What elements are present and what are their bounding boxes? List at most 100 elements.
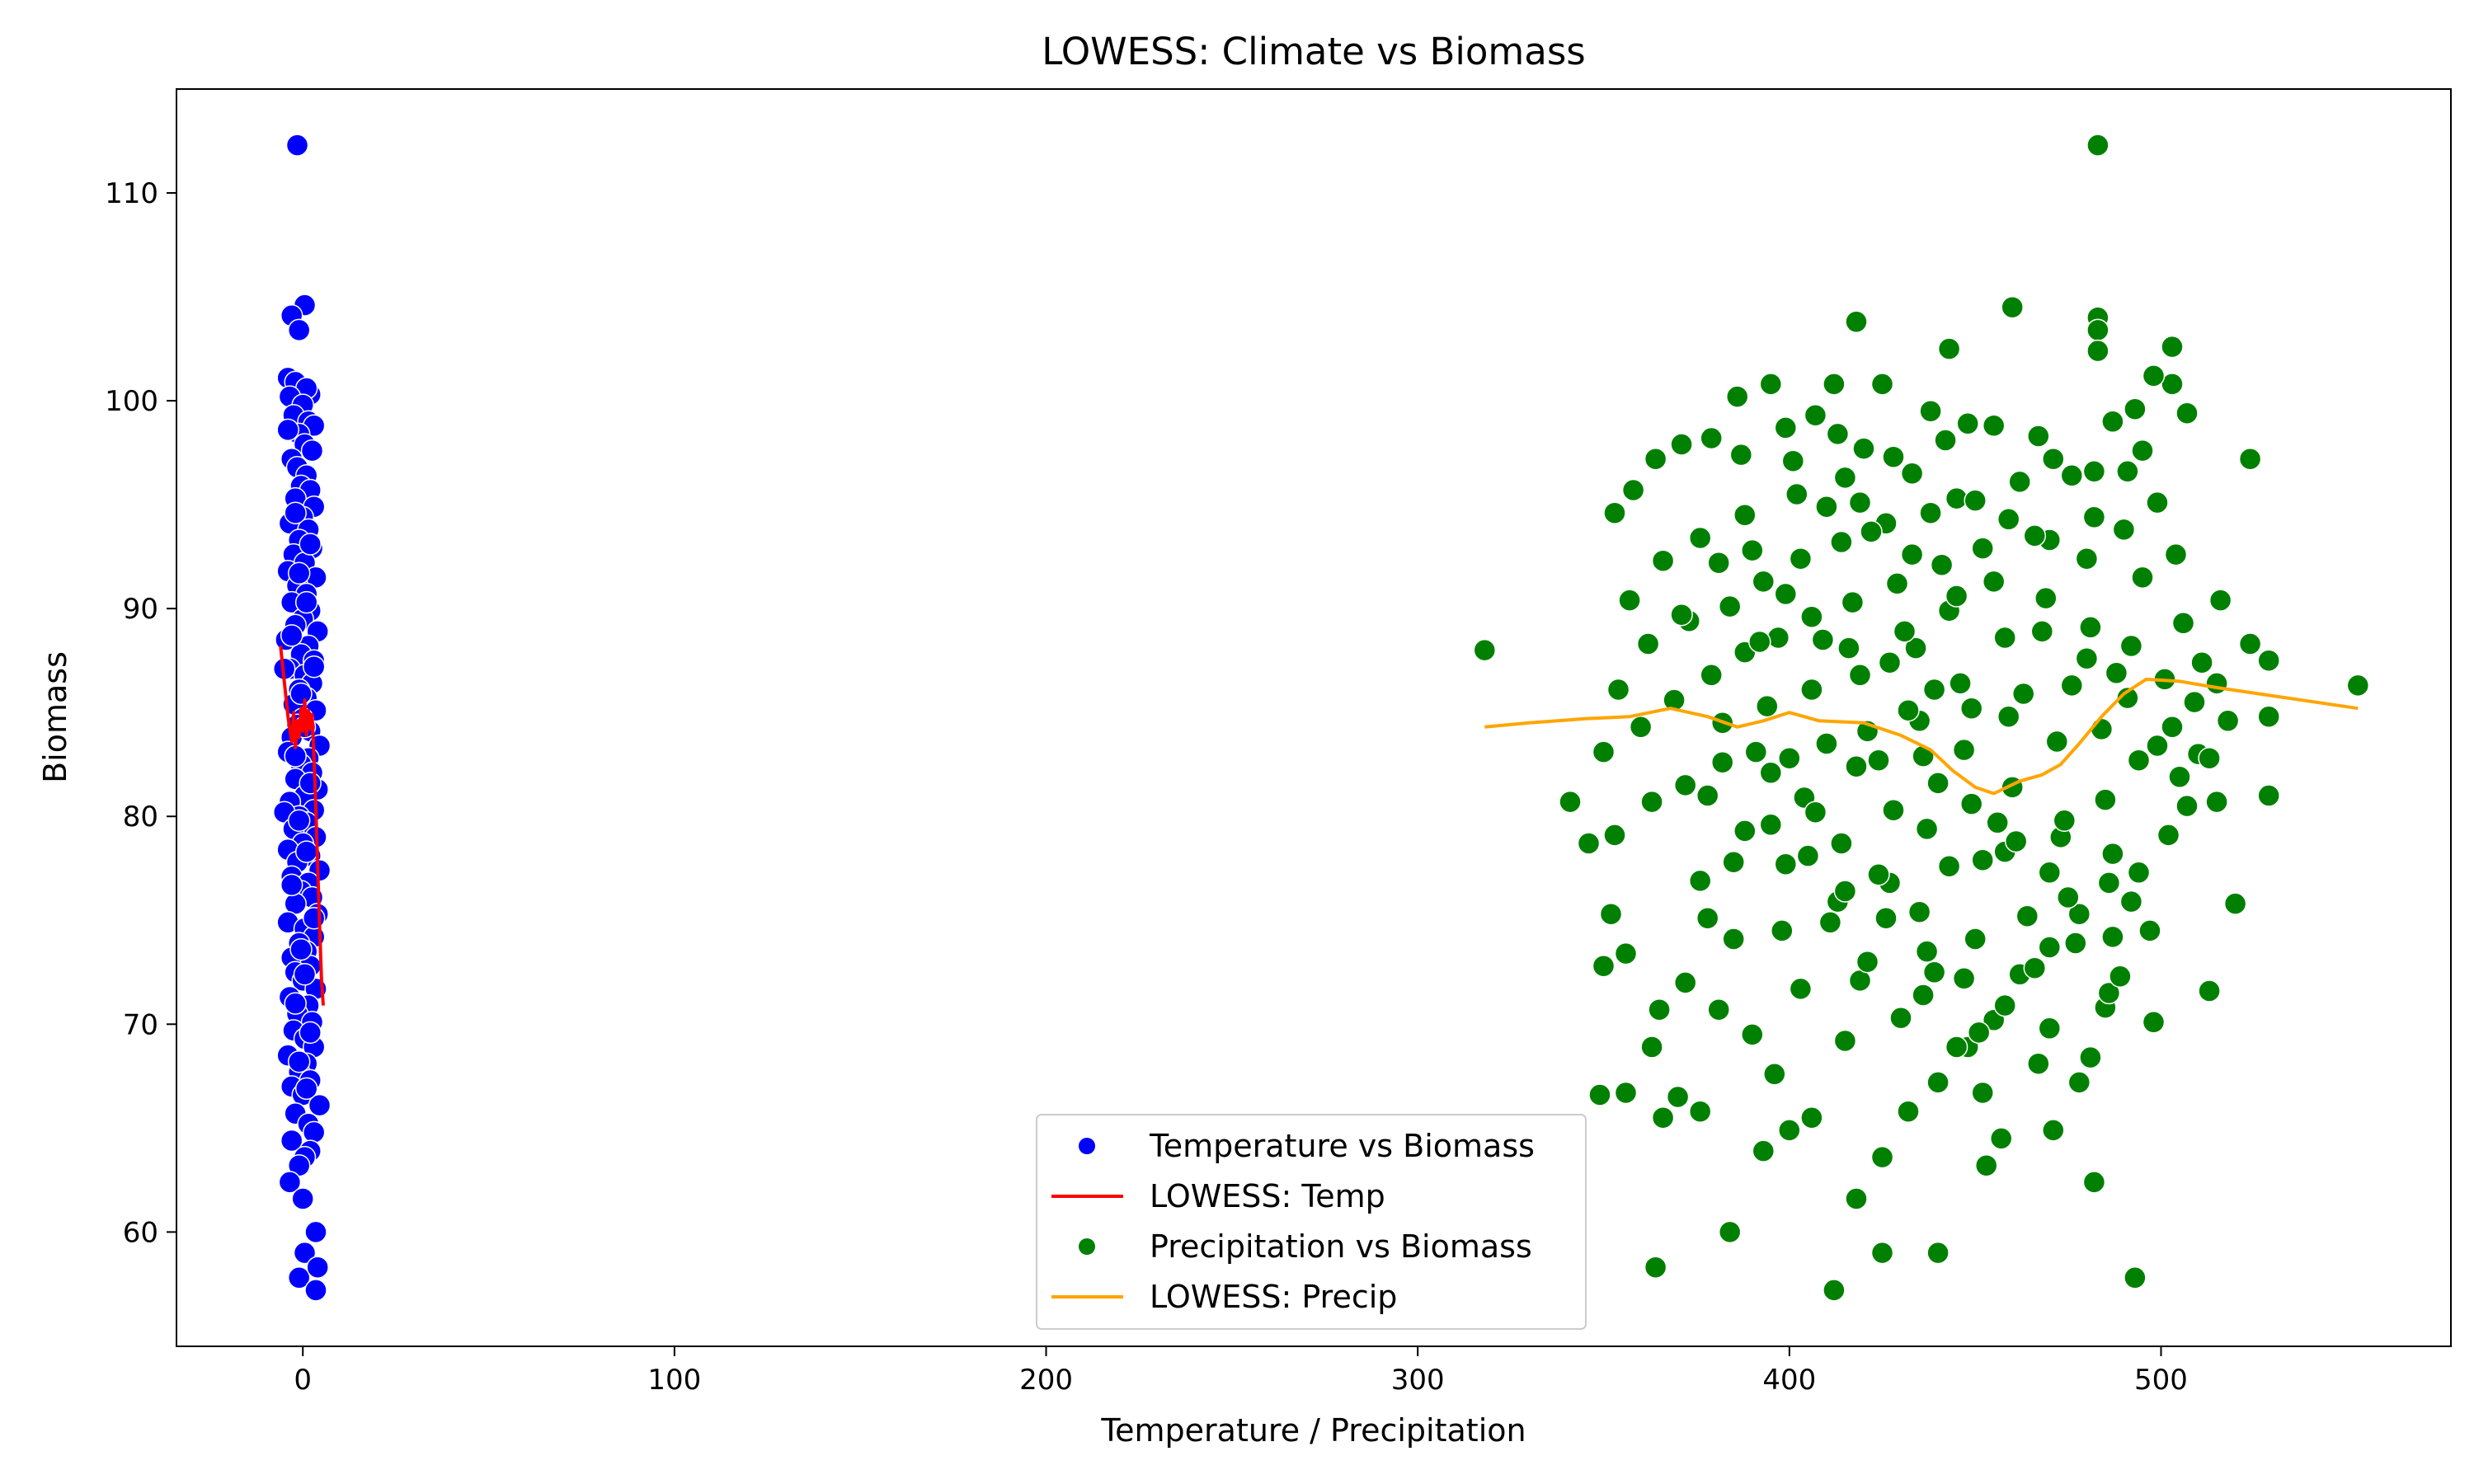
data-point-2-62 xyxy=(2097,871,2121,895)
chart-title: LOWESS: Climate vs Biomass xyxy=(1042,30,1585,73)
data-point-0-119 xyxy=(304,1279,327,1302)
data-point-2-248 xyxy=(2101,925,2124,949)
data-point-2-37 xyxy=(2060,464,2084,487)
data-point-2-153 xyxy=(1830,530,1853,554)
data-point-2-251 xyxy=(1759,813,1783,837)
data-point-2-3 xyxy=(2257,705,2280,728)
data-point-2-198 xyxy=(2038,861,2062,885)
data-point-2-195 xyxy=(1882,798,1905,822)
data-point-2-40 xyxy=(1603,501,1626,524)
data-point-2-181 xyxy=(1964,928,1987,951)
data-point-2-39 xyxy=(2112,518,2136,542)
data-point-2-81 xyxy=(2042,1119,2065,1142)
data-point-2-230 xyxy=(1707,551,1730,575)
data-point-2-258 xyxy=(2038,1017,2062,1040)
data-point-2-157 xyxy=(2008,470,2031,494)
data-point-2-95 xyxy=(1778,1119,1801,1142)
data-point-2-133 xyxy=(2105,661,2128,685)
data-point-2-113 xyxy=(1722,928,1745,951)
data-point-2-31 xyxy=(1823,373,1846,396)
data-point-0-135 xyxy=(293,963,317,986)
data-point-2-256 xyxy=(1952,967,1976,990)
x-tick-label-1: 100 xyxy=(647,1364,701,1397)
data-point-2-130 xyxy=(1959,697,1983,720)
data-point-2-202 xyxy=(1904,636,1927,660)
data-point-2-74 xyxy=(1644,1256,1667,1279)
data-point-2-114 xyxy=(1771,919,1794,942)
data-point-0-137 xyxy=(299,1021,322,1045)
data-point-2-221 xyxy=(2168,765,2191,789)
data-point-2-14 xyxy=(2175,402,2199,425)
data-point-0-131 xyxy=(294,840,318,863)
data-point-2-55 xyxy=(2171,612,2195,635)
data-point-2-155 xyxy=(1919,501,1942,524)
data-point-2-165 xyxy=(1934,429,1957,452)
data-point-2-160 xyxy=(1688,526,1712,550)
data-point-2-241 xyxy=(1826,422,1850,446)
data-point-2-60 xyxy=(2157,824,2180,847)
data-point-2-143 xyxy=(1885,572,1909,595)
data-point-2-228 xyxy=(2161,716,2184,739)
data-point-2-215 xyxy=(2109,965,2132,989)
data-point-2-57 xyxy=(2216,709,2240,733)
y-axis-label: Biomass xyxy=(37,651,73,783)
data-point-2-204 xyxy=(1993,626,2016,650)
data-point-2-147 xyxy=(1606,678,1630,702)
data-point-0-16 xyxy=(300,439,324,463)
data-point-2-25 xyxy=(2082,460,2106,483)
data-point-2-100 xyxy=(1833,1029,1857,1053)
data-point-2-64 xyxy=(2038,936,2062,959)
y-tick-label-1: 70 xyxy=(123,1008,158,1041)
x-tick-label-5: 500 xyxy=(2134,1364,2188,1397)
data-point-2-29 xyxy=(1759,373,1783,396)
data-point-2-87 xyxy=(2119,890,2143,913)
data-point-2-227 xyxy=(2116,686,2139,710)
data-point-2-23 xyxy=(2086,339,2109,363)
data-point-2-245 xyxy=(1959,792,1983,815)
data-point-2-41 xyxy=(1621,478,1645,502)
data-point-2-180 xyxy=(1907,900,1931,923)
data-point-0-108 xyxy=(302,1120,326,1144)
data-point-2-49 xyxy=(1900,462,1924,486)
data-point-2-186 xyxy=(1818,911,1842,934)
data-point-2-85 xyxy=(2079,1045,2102,1069)
data-point-0-124 xyxy=(280,624,303,647)
data-point-2-183 xyxy=(1696,784,1719,807)
data-point-2-125 xyxy=(1744,740,1768,763)
data-point-2-38 xyxy=(2082,505,2106,529)
data-point-2-237 xyxy=(1860,520,1883,543)
data-point-2-240 xyxy=(1781,449,1805,472)
data-point-0-115 xyxy=(304,1220,327,1244)
data-point-2-169 xyxy=(1811,628,1835,651)
data-point-2-188 xyxy=(1912,984,1935,1007)
data-point-2-73 xyxy=(1718,1220,1742,1244)
data-point-2-98 xyxy=(1666,1085,1690,1109)
data-point-2-167 xyxy=(1741,538,1764,562)
x-tick-label-4: 400 xyxy=(1762,1364,1816,1397)
data-point-2-61 xyxy=(2127,861,2151,885)
data-point-2-200 xyxy=(2146,734,2169,758)
data-point-2-7 xyxy=(2223,892,2247,915)
data-point-2-32 xyxy=(1870,373,1894,396)
data-point-2-54 xyxy=(2131,566,2154,589)
data-point-2-124 xyxy=(1710,750,1734,774)
data-point-2-257 xyxy=(1993,993,2016,1017)
data-point-2-56 xyxy=(2205,672,2228,695)
data-point-2-77 xyxy=(2124,1266,2147,1289)
data-point-0-118 xyxy=(306,1256,329,1279)
data-point-2-205 xyxy=(2034,586,2058,610)
data-point-2-121 xyxy=(1603,824,1626,847)
data-point-2-92 xyxy=(1651,1106,1675,1129)
data-point-2-101 xyxy=(1889,1006,1912,1030)
data-point-2-189 xyxy=(1967,1021,1991,1045)
data-point-2-112 xyxy=(1696,906,1719,930)
data-point-2-72 xyxy=(1823,1279,1846,1302)
data-point-2-225 xyxy=(2030,620,2054,643)
data-point-2-218 xyxy=(2045,730,2069,754)
data-point-2-2 xyxy=(2257,649,2280,672)
data-point-2-22 xyxy=(2086,318,2109,342)
data-point-0-116 xyxy=(293,1241,317,1265)
data-point-2-97 xyxy=(1640,1036,1663,1059)
data-point-2-84 xyxy=(2067,1071,2091,1094)
data-point-2-212 xyxy=(1971,848,1994,871)
